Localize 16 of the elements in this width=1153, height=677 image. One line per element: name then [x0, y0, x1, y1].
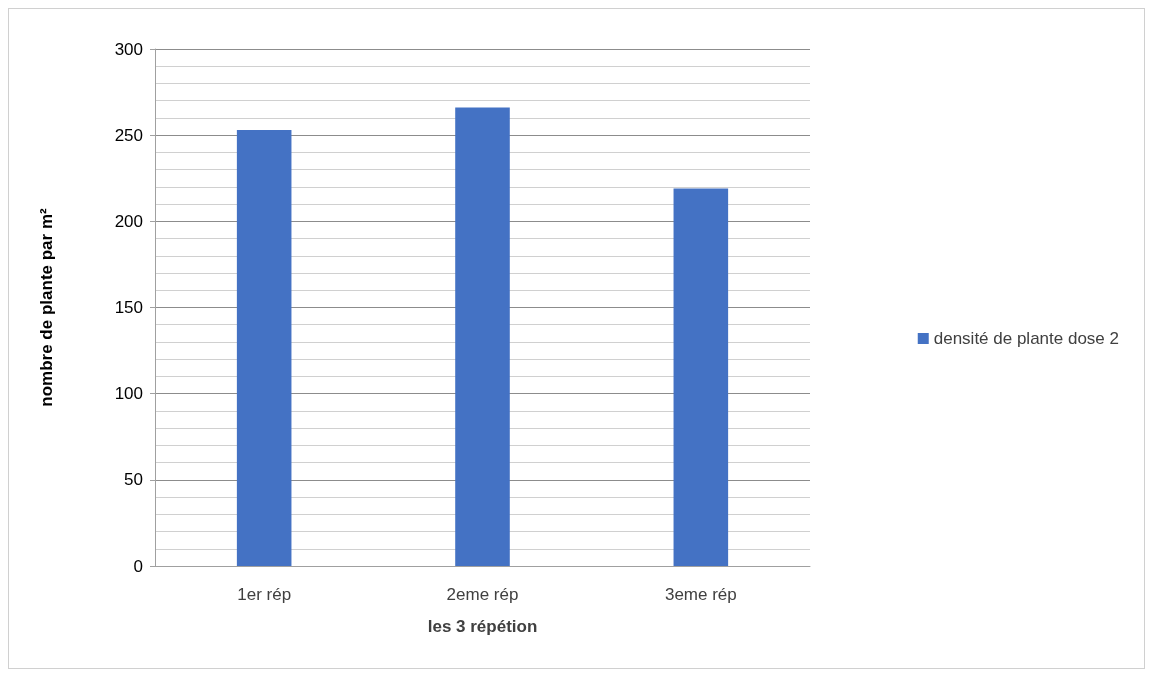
y-tick-label: 250 — [114, 125, 143, 145]
y-axis-title: nombre de plante par m² — [37, 207, 56, 407]
y-tick-label: 0 — [133, 556, 143, 576]
bar — [673, 188, 729, 566]
x-tick-label: 2eme rép — [446, 585, 519, 604]
x-tick-label: 1er rép — [237, 585, 292, 604]
x-tick-label: 3eme rép — [664, 585, 737, 604]
y-tick-label: 200 — [114, 211, 143, 231]
y-tick-label: 150 — [114, 298, 143, 317]
y-tick-label: 300 — [114, 39, 143, 59]
x-axis-title: les 3 répétion — [427, 617, 538, 636]
y-tick-label: 50 — [124, 470, 143, 490]
y-tick-label: 100 — [114, 384, 143, 404]
bar — [455, 107, 510, 566]
bar — [236, 130, 292, 566]
legend-label: densité de plante dose 2 — [933, 329, 1120, 348]
